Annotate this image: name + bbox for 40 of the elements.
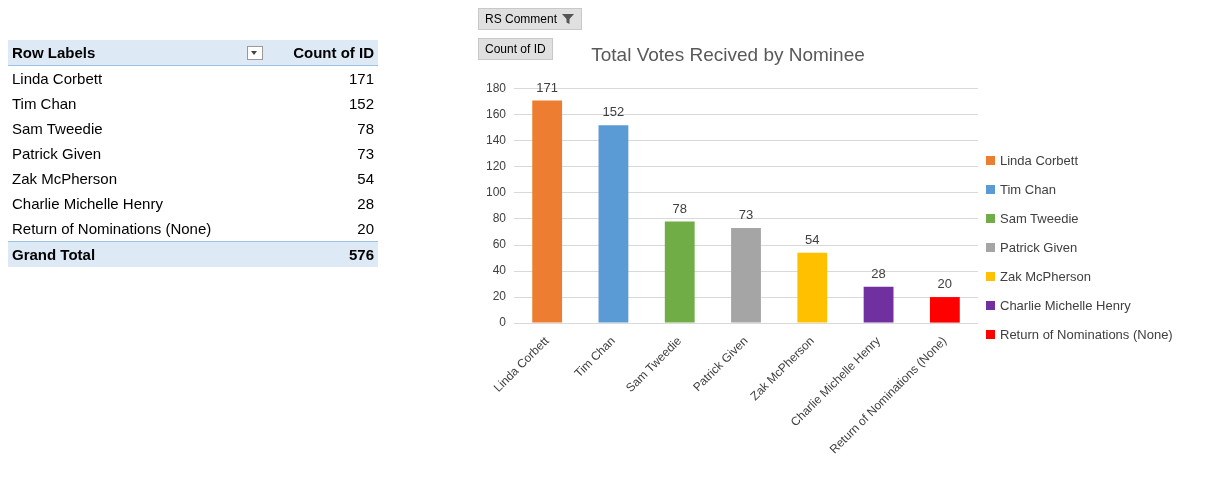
data-label: 54	[805, 231, 820, 247]
text: RS Comment	[478, 8, 583, 30]
legend-label: Patrick Given	[1000, 239, 1078, 255]
data-label: 78	[672, 200, 687, 216]
y-tick-label: 120	[485, 159, 507, 174]
data-label: 54	[356, 169, 375, 189]
chart-title: Total Votes Recived by Nominee	[591, 43, 865, 65]
legend-label: Sam Tweedie	[1000, 210, 1079, 226]
text: Count of ID	[478, 38, 553, 60]
y-tick-label: 100	[485, 185, 507, 200]
y-tick-label: 20	[492, 289, 507, 304]
y-tick-label: 0	[499, 315, 507, 330]
category-label: Charlie Michelle Henry	[11, 194, 164, 214]
y-tick-label: 140	[485, 133, 507, 148]
data-label: 73	[738, 207, 754, 223]
y-tick-label: 60	[492, 237, 507, 252]
y-tick-label: 80	[492, 211, 507, 226]
category-label: Return of Nominations (None)	[11, 219, 213, 239]
data-label: 152	[347, 94, 375, 114]
data-label: 73	[356, 144, 375, 164]
category-label: Sam Tweedie	[11, 119, 104, 139]
y-tick-label: 40	[492, 263, 507, 278]
data-label: 152	[602, 104, 625, 120]
legend-label: Linda Corbett	[1000, 152, 1079, 168]
legend-label: Charlie Michelle Henry	[1000, 297, 1131, 313]
category-label: Tim Chan	[11, 94, 78, 114]
category-label: Linda Corbett	[11, 69, 104, 89]
category-label: Zak McPherson	[11, 169, 119, 189]
data-label: 78	[356, 119, 375, 139]
data-label: 28	[356, 194, 375, 214]
y-tick-label: 180	[485, 81, 507, 96]
data-label: 171	[347, 69, 375, 89]
legend-label: Tim Chan	[1000, 181, 1056, 197]
y-tick-label: 160	[485, 107, 507, 122]
legend-label: Zak McPherson	[1000, 268, 1092, 284]
data-label: 20	[356, 219, 375, 239]
data-label: 20	[937, 276, 953, 292]
category-label: Patrick Given	[11, 144, 103, 164]
data-label: 28	[871, 265, 886, 281]
data-label: 171	[536, 79, 559, 95]
